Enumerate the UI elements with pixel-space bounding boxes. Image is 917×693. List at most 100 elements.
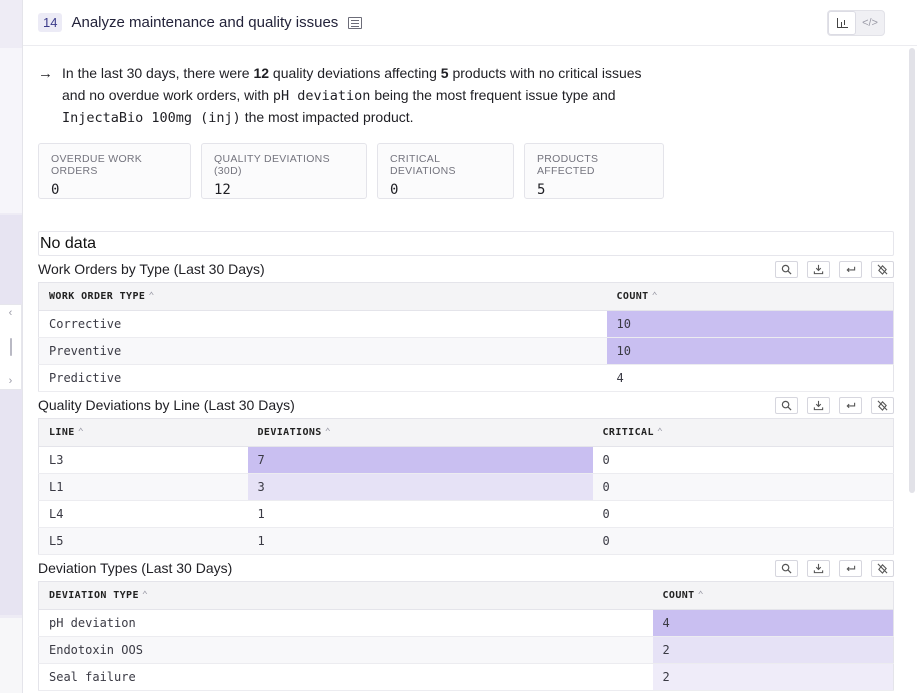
column-header[interactable]: COUNT ⌃ (652, 581, 894, 610)
table-cell: 4 (652, 609, 894, 637)
clear-format-icon[interactable] (871, 559, 894, 577)
clear-format-icon[interactable] (871, 260, 894, 278)
sidebar-band (0, 618, 22, 693)
table-row: L3 7 0 (38, 446, 894, 474)
chart-icon (836, 18, 848, 28)
table-row: Seal failure 2 (38, 663, 894, 691)
metric-card-critical: CRITICAL DEVIATIONS 0 (377, 143, 514, 199)
table-cell: 0 (592, 446, 894, 474)
table-row: L5 1 0 (38, 527, 894, 555)
table-cell: 2 (652, 663, 894, 691)
code-view-button[interactable]: </> (856, 11, 884, 35)
code-icon: </> (862, 17, 878, 29)
summary-top-issue: pH deviation (272, 87, 371, 104)
deviation-types-table: DEVIATION TYPE ⌃ COUNT ⌃ pH deviation 4 En… (38, 581, 894, 691)
table-cell: Predictive (38, 364, 607, 392)
metric-card-overdue: OVERDUE WORK ORDERS 0 (38, 143, 191, 199)
table-row: L1 3 0 (38, 473, 894, 501)
table-row: Predictive 4 (38, 364, 894, 392)
column-header[interactable]: DEVIATION TYPE ⌃ (38, 581, 653, 610)
summary-part: being the most frequent issue type and (370, 86, 616, 103)
no-data-chart: No data (38, 231, 894, 256)
table-cell: Preventive (38, 337, 607, 365)
table-cell: 7 (247, 446, 593, 474)
download-icon[interactable] (807, 260, 830, 278)
sidebar-band (0, 48, 22, 213)
table-row: Corrective 10 (38, 310, 894, 338)
metric-value: 5 (537, 182, 546, 198)
table-cell: L5 (38, 527, 248, 555)
table-toolbar (775, 559, 894, 577)
work-orders-section: Work Orders by Type (Last 30 Days) WORK … (38, 256, 894, 392)
wrap-icon[interactable] (839, 396, 862, 414)
column-header[interactable]: CRITICAL ⌃ (592, 418, 894, 447)
summary-top-product: InjectaBio 100mg (inj) (62, 110, 241, 126)
table-row: Preventive 10 (38, 337, 894, 365)
view-toggle: </> (827, 10, 885, 36)
wrap-icon[interactable] (839, 559, 862, 577)
summary-product-count: 5 (440, 65, 449, 81)
table-cell: 10 (606, 310, 894, 338)
vertical-scrollbar[interactable] (909, 48, 915, 493)
metric-label: PRODUCTS AFFECTED (537, 153, 599, 177)
table-cell: L3 (38, 446, 248, 474)
table-cell: 1 (247, 527, 593, 555)
metric-card-quality: QUALITY DEVIATIONS (30D) 12 (201, 143, 367, 199)
sidebar-band (0, 215, 22, 615)
panel-collapse-handle[interactable]: ‹ › (0, 304, 22, 390)
table-cell: 0 (592, 473, 894, 501)
table-row: pH deviation 4 (38, 609, 894, 637)
summary-part: quality deviations affecting (269, 65, 441, 81)
search-icon[interactable] (775, 559, 798, 577)
arrow-right-icon: → (38, 65, 53, 82)
table-cell: 0 (592, 500, 894, 528)
column-header[interactable]: LINE ⌃ (38, 418, 248, 447)
metric-card-products: PRODUCTS AFFECTED 5 (524, 143, 664, 199)
analysis-panel: 14 Analyze maintenance and quality issue… (22, 0, 917, 693)
table-cell: pH deviation (38, 609, 653, 637)
summary-text: → In the last 30 days, there were 12 qua… (38, 63, 658, 130)
deviation-types-section: Deviation Types (Last 30 Days) DEVIATION… (38, 555, 894, 691)
table-cell: L1 (38, 473, 248, 501)
metric-label: QUALITY DEVIATIONS (30D) (214, 153, 330, 177)
summary-deviation-count: 12 (253, 65, 270, 81)
chevron-left-icon[interactable]: ‹ (8, 307, 13, 319)
summary-part: the most impacted product. (240, 109, 414, 125)
step-header: 14 Analyze maintenance and quality issue… (23, 0, 917, 46)
table-cell: 1 (247, 500, 593, 528)
metric-value: 0 (51, 182, 60, 198)
column-header[interactable]: COUNT ⌃ (606, 282, 894, 311)
deviations-by-line-table: LINE ⌃ DEVIATIONS ⌃ CRITICAL ⌃ L3 7 0 L1 3 … (38, 418, 894, 555)
step-title: Analyze maintenance and quality issues (71, 14, 339, 31)
table-cell: 2 (652, 636, 894, 664)
metric-label: CRITICAL DEVIATIONS (390, 153, 456, 177)
deviations-by-line-section: Quality Deviations by Line (Last 30 Days… (38, 392, 894, 555)
column-header[interactable]: WORK ORDER TYPE ⌃ (38, 282, 607, 311)
table-cell: 0 (592, 527, 894, 555)
drag-handle-icon[interactable] (9, 338, 12, 356)
clear-format-icon[interactable] (871, 396, 894, 414)
summary-part: In the last 30 days, there were (62, 65, 254, 81)
wrap-icon[interactable] (839, 260, 862, 278)
metric-label: OVERDUE WORK ORDERS (51, 153, 143, 177)
metric-cards: OVERDUE WORK ORDERS 0 QUALITY DEVIATIONS… (38, 143, 664, 199)
download-icon[interactable] (807, 559, 830, 577)
table-toolbar (775, 260, 894, 278)
table-cell: 10 (606, 337, 894, 365)
chart-view-button[interactable] (828, 11, 857, 35)
table-row: L4 1 0 (38, 500, 894, 528)
section-title: Work Orders by Type (Last 30 Days) (38, 261, 265, 277)
summary-part: products with no critical issues and no … (62, 65, 642, 103)
document-icon[interactable] (348, 16, 363, 29)
step-number-badge: 14 (38, 13, 63, 32)
table-cell: Seal failure (38, 663, 653, 691)
section-title: Deviation Types (Last 30 Days) (38, 560, 233, 576)
search-icon[interactable] (775, 396, 798, 414)
download-icon[interactable] (807, 396, 830, 414)
chevron-right-icon[interactable]: › (8, 375, 13, 387)
column-header[interactable]: DEVIATIONS ⌃ (247, 418, 593, 447)
table-cell: L4 (38, 500, 248, 528)
work-orders-table: WORK ORDER TYPE ⌃ COUNT ⌃ Corrective 10 Pr… (38, 282, 894, 392)
search-icon[interactable] (775, 260, 798, 278)
table-cell: Corrective (38, 310, 607, 338)
